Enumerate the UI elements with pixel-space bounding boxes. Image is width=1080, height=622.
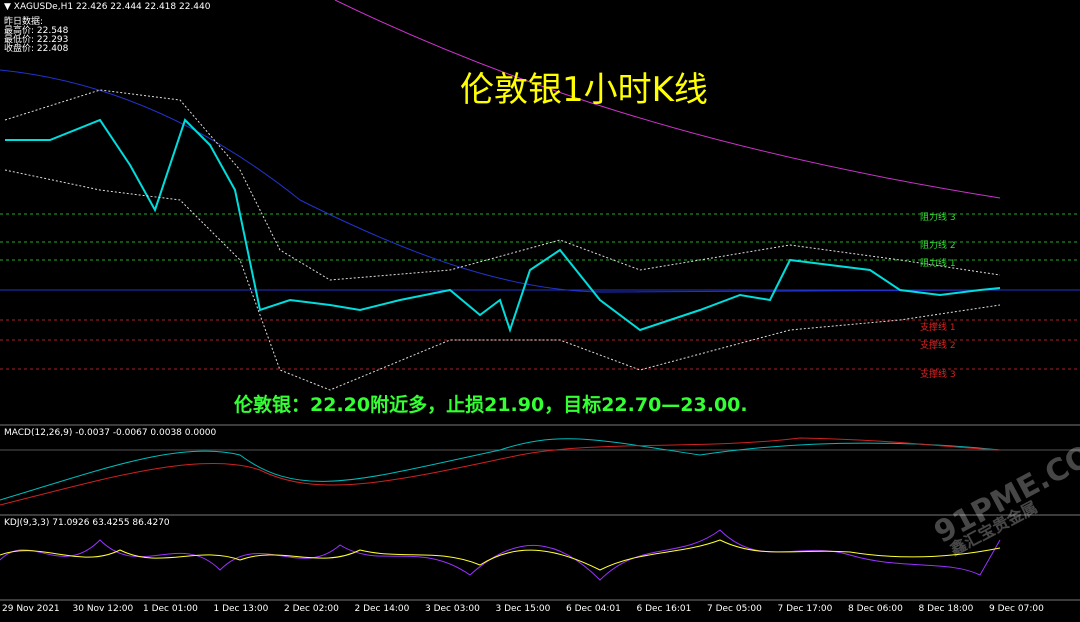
quote: 22.426 22.444 22.418 22.440: [75, 2, 211, 12]
x-label: 6 Dec 16:01: [636, 604, 692, 614]
x-label: 3 Dec 03:00: [425, 604, 480, 614]
level-label: 支撑线 2: [920, 341, 956, 351]
level-label: 阻力线 3: [920, 213, 956, 223]
x-label: 3 Dec 15:00: [495, 604, 551, 614]
level-label: 支撑线 3: [920, 370, 956, 380]
x-label: 2 Dec 14:00: [354, 604, 410, 614]
macd-signal: [0, 437, 1001, 506]
level-lines: [0, 213, 1080, 370]
bollinger-upper: [4, 89, 1001, 281]
x-label: 7 Dec 05:00: [707, 604, 762, 614]
info-low: 最低价: 22.293: [4, 35, 69, 45]
x-label: 29 Nov 2021: [2, 604, 60, 614]
x-label: 1 Dec 01:00: [143, 604, 198, 614]
info-heading: 昨日数据:: [4, 17, 44, 27]
macd-label: MACD(12,26,9) -0.0037 -0.0067 0.0038 0.0…: [4, 428, 217, 438]
trade-plan: 伦敦银：22.20附近多，止损21.90，目标22.70—23.00.: [234, 394, 748, 416]
kdj-d: [0, 539, 1001, 571]
x-label: 30 Nov 12:00: [72, 604, 134, 614]
x-label: 8 Dec 06:00: [848, 604, 903, 614]
header: ▼ XAGUSDe,H1 22.426 22.444 22.418 22.440: [4, 2, 211, 12]
price-path: [5, 118, 1001, 334]
level-label: 支撑线 1: [920, 323, 956, 333]
symbol: XAGUSDe,H1: [13, 2, 74, 12]
x-label: 1 Dec 13:00: [213, 604, 269, 614]
x-label: 7 Dec 17:00: [777, 604, 833, 614]
x-label: 8 Dec 18:00: [918, 604, 974, 614]
info-close: 收盘价: 22.408: [4, 44, 69, 54]
x-label: 6 Dec 04:01: [566, 604, 621, 614]
info-high: 最高价: 22.548: [4, 26, 69, 36]
level-label: 阻力线 1: [920, 259, 956, 269]
mid-ma: [0, 69, 1001, 293]
bollinger-lower: [4, 169, 1001, 391]
long-ma: [334, 0, 1001, 199]
macd-line: [0, 438, 1001, 501]
chart-title: 伦敦银1小时K线: [460, 70, 708, 110]
x-label: 9 Dec 07:00: [989, 604, 1044, 614]
kdj-label: KDJ(9,3,3) 71.0926 63.4255 86.4270: [4, 518, 170, 528]
level-label: 阻力线 2: [920, 241, 956, 251]
x-label: 2 Dec 02:00: [284, 604, 339, 614]
